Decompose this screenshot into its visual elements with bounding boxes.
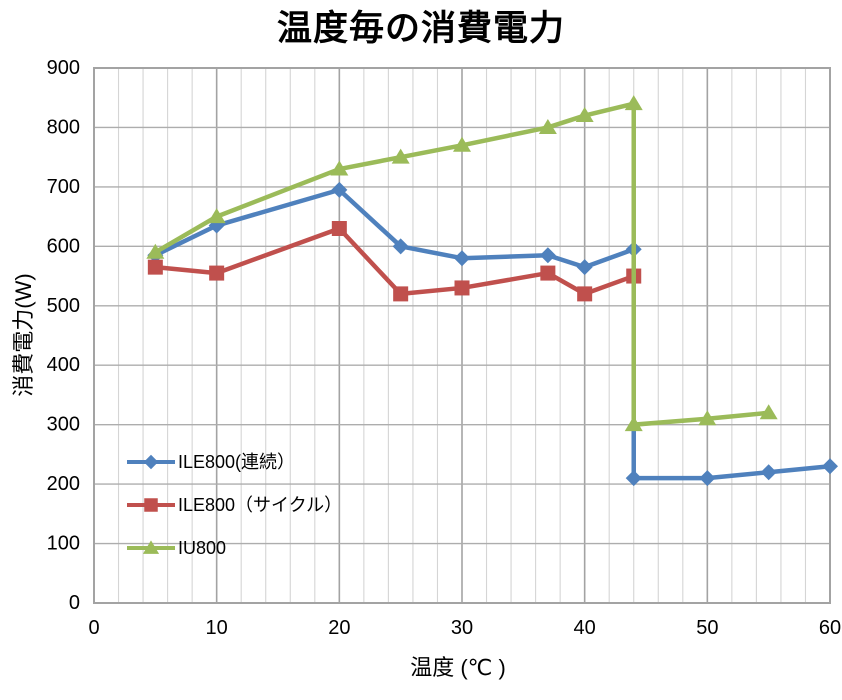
- series-line: [153, 187, 833, 481]
- marker-triangle: [453, 136, 471, 152]
- y-tick-label: 500: [47, 295, 80, 317]
- x-axis-title: 温度 (℃ ): [410, 655, 506, 680]
- legend: ILE800(連続） ILE800（サイクル） IU800: [127, 452, 343, 583]
- y-tick-label: 100: [47, 533, 80, 555]
- marker-square: [454, 280, 470, 296]
- y-tick-label: 600: [47, 235, 80, 257]
- marker-triangle: [330, 160, 349, 176]
- marker-square: [209, 265, 225, 281]
- marker-triangle: [624, 416, 643, 432]
- marker-triangle: [391, 148, 410, 164]
- marker-triangle: [207, 208, 226, 224]
- marker-diamond: [331, 181, 348, 198]
- x-tick-label: 0: [88, 617, 99, 639]
- x-tick-label: 50: [696, 617, 718, 639]
- marker-square: [144, 498, 158, 512]
- marker-triangle: [759, 404, 778, 420]
- marker-diamond: [625, 470, 642, 487]
- x-tick-label: 40: [574, 617, 596, 639]
- marker-triangle: [142, 540, 160, 554]
- x-tick-label: 10: [206, 617, 228, 639]
- marker-diamond: [143, 454, 159, 470]
- x-tick-label: 30: [451, 617, 473, 639]
- marker-triangle: [538, 118, 557, 134]
- legend-sample-line-diamond: [127, 454, 175, 470]
- marker-diamond: [539, 247, 556, 264]
- x-tick-label: 60: [819, 617, 841, 639]
- legend-label: ILE800(連続）: [178, 452, 296, 472]
- marker-diamond: [392, 238, 409, 255]
- y-tick-label: 900: [47, 57, 80, 79]
- legend-item: ILE800(連続）: [127, 452, 342, 472]
- y-tick-label: 300: [47, 414, 80, 436]
- marker-triangle: [624, 95, 643, 111]
- y-tick-label: 200: [47, 473, 80, 495]
- legend-sample-line-square: [127, 498, 175, 512]
- marker-square: [331, 221, 347, 236]
- marker-square: [393, 286, 409, 302]
- legend-item: IU800: [127, 538, 342, 558]
- marker-diamond: [822, 458, 838, 475]
- y-tick-label: 700: [47, 176, 80, 198]
- plot-border: [93, 67, 831, 604]
- marker-diamond: [760, 464, 777, 481]
- marker-diamond: [454, 250, 470, 267]
- marker-square: [577, 286, 593, 302]
- marker-triangle: [698, 410, 717, 426]
- x-tick-label: 20: [328, 617, 350, 639]
- marker-triangle: [575, 107, 594, 123]
- marker-square: [147, 259, 163, 275]
- chart-title: 温度毎の消費電力: [276, 9, 565, 48]
- legend-label: IU800: [178, 538, 227, 558]
- legend-label: ILE800（サイクル）: [178, 495, 343, 515]
- legend-sample-line-triangle: [127, 540, 175, 554]
- y-axis-title: 消費電力(W): [11, 273, 36, 397]
- marker-diamond: [699, 470, 716, 487]
- legend-item: ILE800（サイクル）: [127, 495, 343, 515]
- marker-square: [540, 265, 556, 281]
- y-tick-label: 800: [47, 116, 80, 138]
- y-tick-label: 400: [47, 354, 80, 376]
- marker-diamond: [576, 259, 593, 276]
- y-tick-label: 0: [69, 592, 80, 614]
- marker-triangle: [146, 243, 165, 259]
